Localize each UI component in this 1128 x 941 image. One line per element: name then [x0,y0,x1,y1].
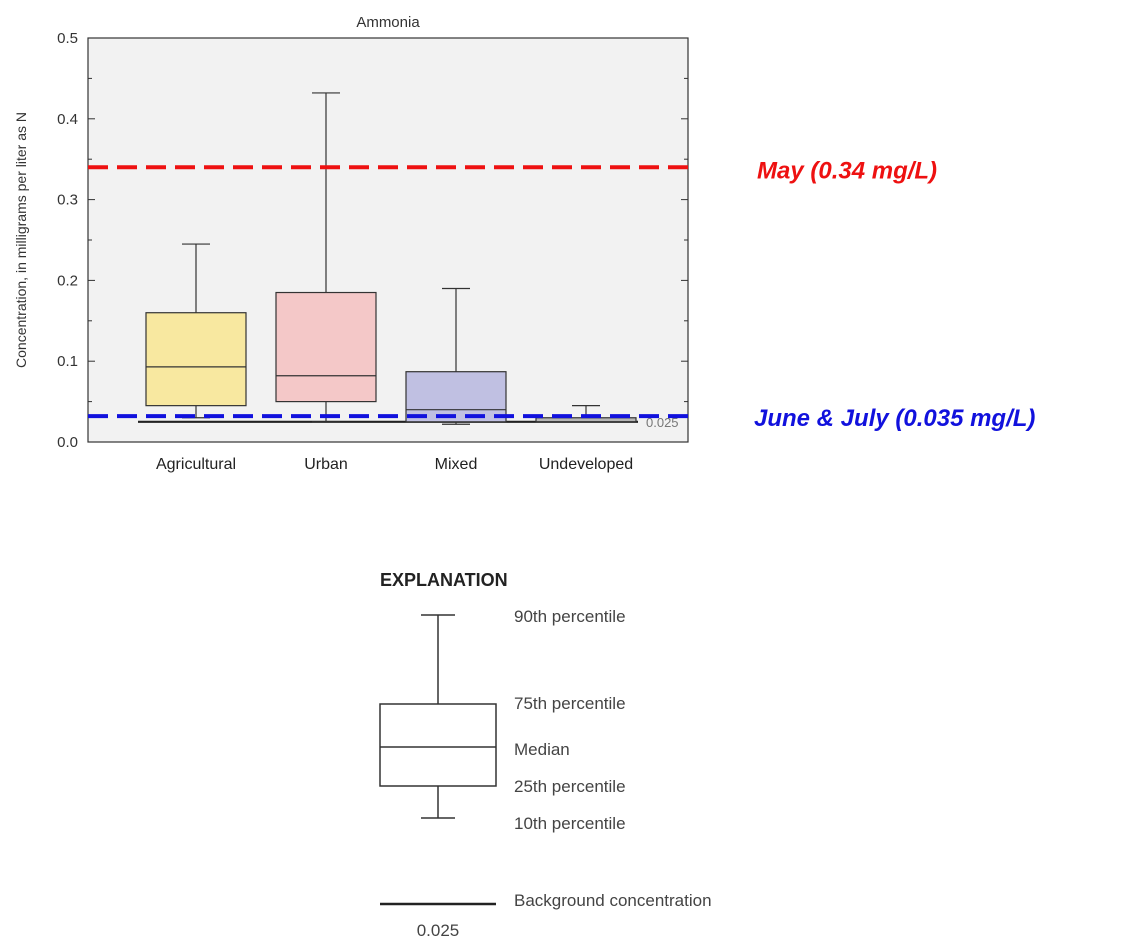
reference-line-label-0: May (0.34 mg/L) [757,157,937,184]
y-tick-label: 0.2 [57,272,78,289]
category-label-mixed: Mixed [435,456,478,473]
legend-label-q3: 75th percentile [514,694,626,713]
legend-background-label: Background concentration [514,891,712,910]
category-label-urban: Urban [304,456,348,473]
reference-line-label-1: June & July (0.035 mg/L) [754,405,1035,432]
legend-box [379,703,497,787]
box-agricultural [145,243,247,419]
x-axis-category-labels: Agricultural Urban Mixed Undeveloped [156,456,633,473]
box-iqr [535,417,637,423]
legend-background-value: 0.025 [417,921,460,940]
y-tick-label: 0.5 [57,30,78,47]
box-series [145,92,637,425]
y-axis-ticks: 0.0 0.1 0.2 0.3 0.4 0.5 [57,30,688,451]
background-value-label: 0.025 [646,415,679,430]
y-tick-label: 0.4 [57,111,78,128]
y-axis-title: Concentration, in milligrams per liter a… [13,112,29,368]
y-tick-label: 0.1 [57,353,78,370]
y-tick-label: 0.3 [57,192,78,209]
legend-label-q1: 25th percentile [514,777,626,796]
legend-label-p90: 90th percentile [514,607,626,626]
box-iqr [405,371,507,423]
box-mixed [405,287,507,425]
box-iqr [275,291,377,403]
category-label-undeveloped: Undeveloped [539,456,633,473]
explanation-legend: EXPLANATION 90th percentile 75th percent… [379,570,712,940]
chart-title: Ammonia [356,14,420,31]
reference-lines: May (0.34 mg/L) June & July (0.035 mg/L) [88,157,1035,432]
box-urban [275,92,377,423]
y-tick-label: 0.0 [57,434,78,451]
category-label-agricultural: Agricultural [156,456,236,473]
legend-title: EXPLANATION [380,570,508,590]
legend-label-p10: 10th percentile [514,814,626,833]
legend-label-median: Median [514,740,570,759]
box-iqr [145,312,247,407]
